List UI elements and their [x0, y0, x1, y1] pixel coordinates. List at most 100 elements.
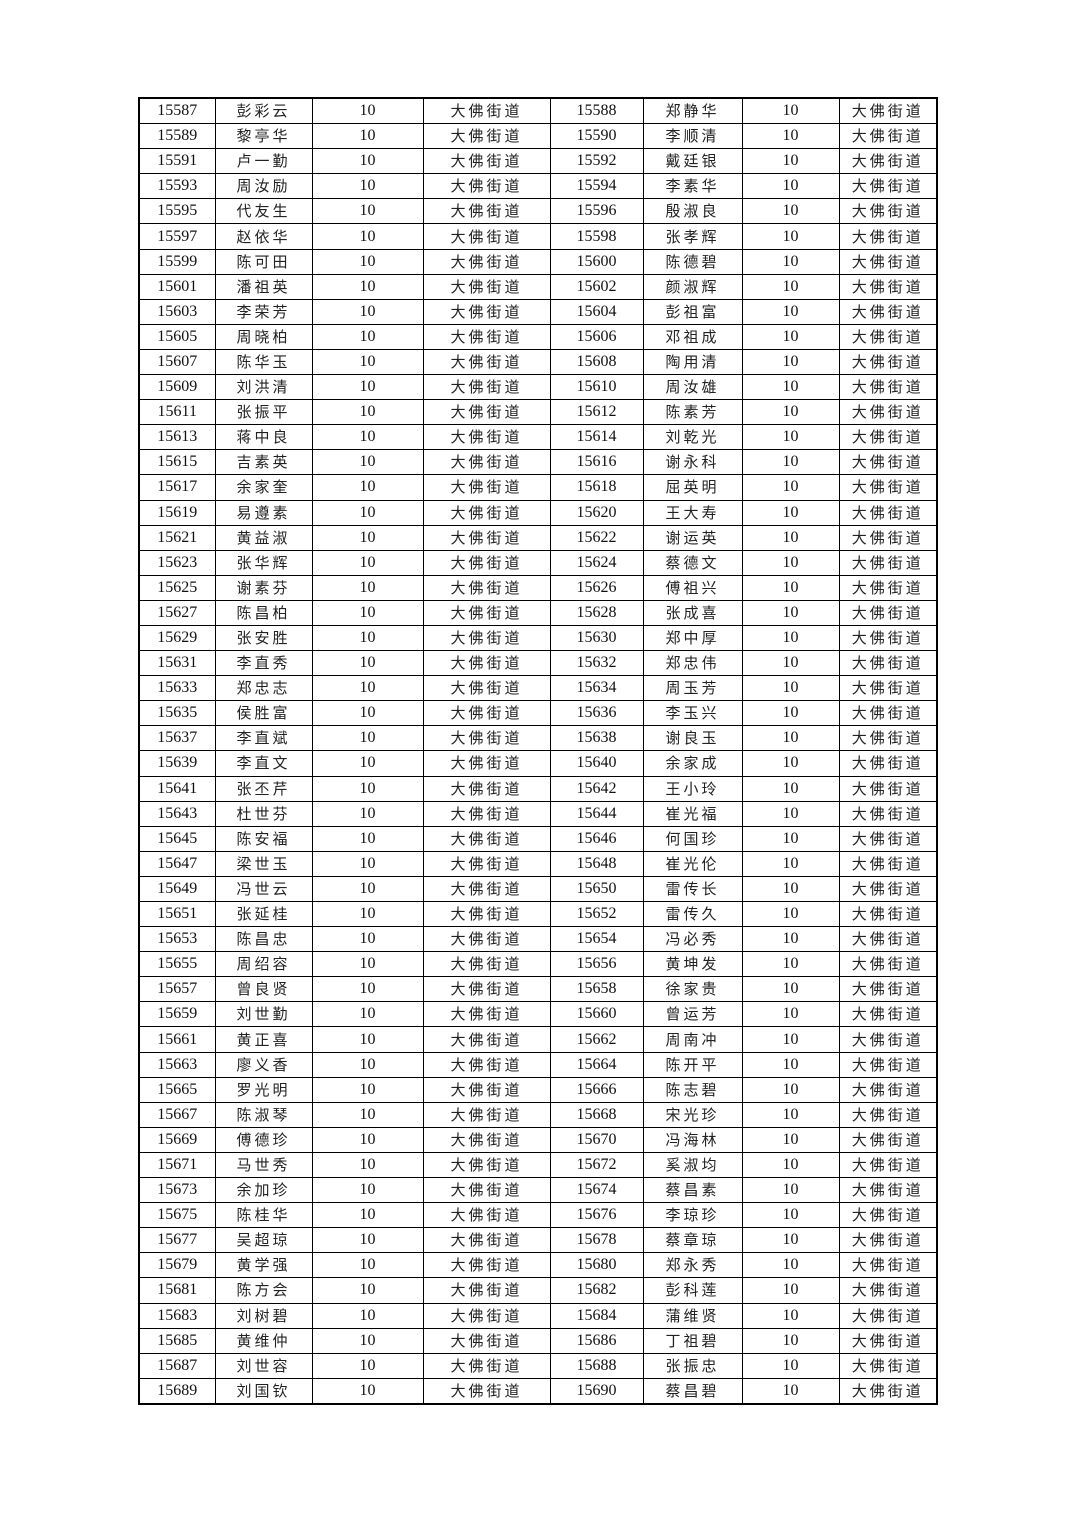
name-cell: 张孝辉	[642, 223, 743, 250]
amount-cell: 10	[311, 323, 424, 350]
id-cell: 15641	[138, 775, 216, 802]
street-cell: 大佛街道	[422, 1327, 551, 1354]
amount-cell: 10	[311, 223, 424, 250]
name-cell: 周汝雄	[642, 374, 743, 401]
name-cell: 刘洪清	[214, 374, 313, 401]
street-cell: 大佛街道	[838, 1377, 938, 1405]
id-cell: 15592	[549, 148, 644, 175]
name-cell: 代友生	[214, 198, 313, 225]
id-cell: 15661	[138, 1026, 216, 1053]
id-cell: 15660	[549, 1001, 644, 1028]
table-row: 15609 刘洪清 10 大佛街道 15610 周汝雄 10 大佛街道	[138, 374, 938, 401]
street-cell: 大佛街道	[422, 499, 551, 526]
street-cell: 大佛街道	[422, 1377, 551, 1405]
table-row: 15599 陈可田 10 大佛街道 15600 陈德碧 10 大佛街道	[138, 248, 938, 275]
name-cell: 黎亭华	[214, 123, 313, 150]
id-cell: 15612	[549, 399, 644, 426]
amount-cell: 10	[311, 700, 424, 727]
table-row: 15647 梁世玉 10 大佛街道 15648 崔光伦 10 大佛街道	[138, 850, 938, 877]
table-row: 15679 黄学强 10 大佛街道 15680 郑永秀 10 大佛街道	[138, 1252, 938, 1279]
amount-cell: 10	[311, 1227, 424, 1254]
street-cell: 大佛街道	[422, 775, 551, 802]
table-row: 15615 吉素英 10 大佛街道 15616 谢永科 10 大佛街道	[138, 449, 938, 476]
amount-cell: 10	[311, 123, 424, 150]
table-row: 15629 张安胜 10 大佛街道 15630 郑中厚 10 大佛街道	[138, 624, 938, 652]
table-row: 15665 罗光明 10 大佛街道 15666 陈志碧 10 大佛街道	[138, 1076, 938, 1103]
amount-cell: 10	[741, 800, 840, 827]
amount-cell: 10	[311, 499, 424, 526]
amount-cell: 10	[311, 1327, 424, 1354]
street-cell: 大佛街道	[838, 223, 938, 250]
amount-cell: 10	[741, 850, 840, 877]
id-cell: 15596	[549, 198, 644, 225]
street-cell: 大佛街道	[838, 825, 938, 852]
street-cell: 大佛街道	[422, 248, 551, 275]
street-cell: 大佛街道	[838, 900, 938, 928]
id-cell: 15664	[549, 1051, 644, 1078]
amount-cell: 10	[741, 574, 840, 601]
id-cell: 15616	[549, 449, 644, 476]
id-cell: 15588	[549, 97, 644, 125]
table-row: 15589 黎亭华 10 大佛街道 15590 李顺清 10 大佛街道	[138, 123, 938, 150]
street-cell: 大佛街道	[422, 926, 551, 953]
id-cell: 15594	[549, 173, 644, 200]
street-cell: 大佛街道	[422, 1126, 551, 1153]
street-cell: 大佛街道	[422, 399, 551, 426]
id-cell: 15671	[138, 1151, 216, 1179]
name-cell: 蒲维贤	[642, 1302, 743, 1329]
amount-cell: 10	[311, 926, 424, 953]
amount-cell: 10	[311, 1277, 424, 1304]
street-cell: 大佛街道	[422, 123, 551, 150]
id-cell: 15644	[549, 800, 644, 827]
id-cell: 15640	[549, 750, 644, 777]
amount-cell: 10	[741, 1327, 840, 1354]
street-cell: 大佛街道	[838, 624, 938, 652]
amount-cell: 10	[311, 173, 424, 200]
name-cell: 刘世勤	[214, 1001, 313, 1028]
street-cell: 大佛街道	[838, 675, 938, 702]
table-row: 15651 张延桂 10 大佛街道 15652 雷传久 10 大佛街道	[138, 900, 938, 928]
amount-cell: 10	[311, 399, 424, 426]
amount-cell: 10	[311, 725, 424, 752]
id-cell: 15601	[138, 273, 216, 300]
id-cell: 15690	[549, 1377, 644, 1405]
amount-cell: 10	[311, 1101, 424, 1128]
street-cell: 大佛街道	[422, 800, 551, 827]
id-cell: 15645	[138, 825, 216, 852]
name-cell: 谢良玉	[642, 725, 743, 752]
street-cell: 大佛街道	[422, 148, 551, 175]
amount-cell: 10	[311, 574, 424, 601]
street-cell: 大佛街道	[838, 800, 938, 827]
amount-cell: 10	[311, 424, 424, 451]
id-cell: 15688	[549, 1352, 644, 1379]
name-cell: 陈德碧	[642, 248, 743, 275]
id-cell: 15676	[549, 1202, 644, 1229]
id-cell: 15635	[138, 700, 216, 727]
id-cell: 15615	[138, 449, 216, 476]
street-cell: 大佛街道	[838, 1126, 938, 1153]
amount-cell: 10	[311, 650, 424, 677]
street-cell: 大佛街道	[838, 298, 938, 325]
amount-cell: 10	[311, 1076, 424, 1103]
amount-cell: 10	[741, 1377, 840, 1405]
id-cell: 15663	[138, 1051, 216, 1078]
table-row: 15649 冯世云 10 大佛街道 15650 雷传长 10 大佛街道	[138, 875, 938, 903]
amount-cell: 10	[741, 549, 840, 576]
id-cell: 15628	[549, 599, 644, 626]
name-cell: 崔光福	[642, 800, 743, 827]
street-cell: 大佛街道	[422, 273, 551, 300]
name-cell: 张延桂	[214, 900, 313, 928]
id-cell: 15608	[549, 348, 644, 376]
table-row: 15655 周绍容 10 大佛街道 15656 黄坤发 10 大佛街道	[138, 951, 938, 978]
table-row: 15625 谢素芬 10 大佛街道 15626 傅祖兴 10 大佛街道	[138, 574, 938, 601]
street-cell: 大佛街道	[422, 424, 551, 451]
table-row: 15623 张华辉 10 大佛街道 15624 蔡德文 10 大佛街道	[138, 549, 938, 576]
amount-cell: 10	[741, 399, 840, 426]
street-cell: 大佛街道	[838, 1327, 938, 1354]
id-cell: 15636	[549, 700, 644, 727]
street-cell: 大佛街道	[422, 348, 551, 376]
table-row: 15621 黄益淑 10 大佛街道 15622 谢运英 10 大佛街道	[138, 524, 938, 551]
amount-cell: 10	[741, 223, 840, 250]
name-cell: 雷传久	[642, 900, 743, 928]
amount-cell: 10	[741, 323, 840, 350]
